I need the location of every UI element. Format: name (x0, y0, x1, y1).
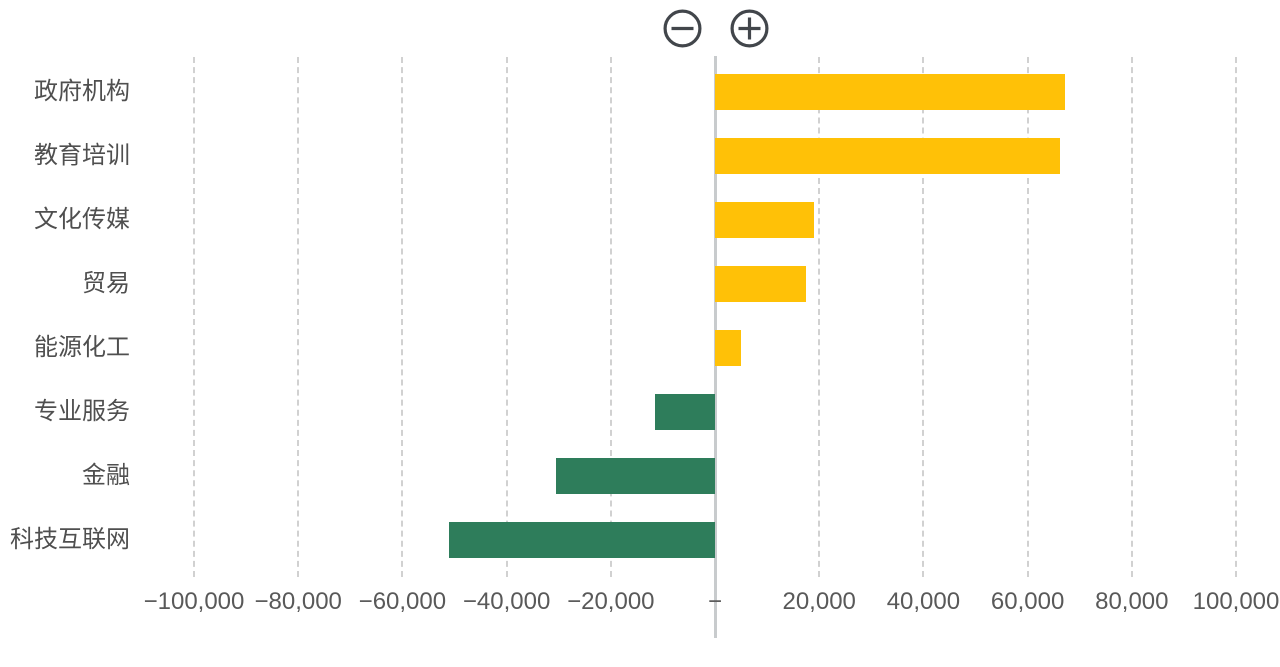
x-tick-label: 60,000 (990, 588, 1065, 615)
zoom-controls (663, 9, 769, 48)
grid-line (401, 57, 404, 577)
bar-1[interactable] (715, 74, 1066, 110)
bar-3[interactable] (715, 202, 814, 238)
bar-6[interactable] (655, 394, 715, 430)
bar-4[interactable] (715, 266, 806, 302)
grid-line (922, 57, 925, 577)
bar-2[interactable] (715, 138, 1061, 174)
x-tick-label: −60,000 (358, 588, 447, 615)
category-label: 科技互联网 (10, 526, 130, 553)
zoom-in-button[interactable] (730, 9, 769, 48)
x-tick-label: 20,000 (782, 588, 856, 615)
bar-5[interactable] (715, 330, 742, 366)
x-tick-label: 100,000 (1192, 588, 1280, 615)
grid-line (1026, 57, 1029, 577)
grid-line (1235, 57, 1237, 577)
grid-line (1130, 57, 1133, 577)
grid-line (609, 57, 612, 577)
category-label: 贸易 (82, 270, 130, 297)
zoom-out-button[interactable] (663, 9, 702, 48)
x-tick-label: 80,000 (1095, 588, 1169, 615)
x-tick-label: − (707, 588, 723, 615)
category-label: 文化传媒 (34, 206, 130, 233)
x-tick-label: −80,000 (254, 588, 342, 615)
x-tick-label: −40,000 (462, 588, 551, 615)
category-label: 教育培训 (34, 142, 130, 169)
bar-7[interactable] (556, 458, 715, 494)
minus-circle-icon (663, 9, 702, 48)
plus-circle-icon (730, 9, 769, 48)
category-label: 金融 (82, 462, 130, 489)
category-label: 能源化工 (34, 334, 130, 361)
grid-line (505, 57, 508, 577)
grid-line (297, 57, 300, 577)
category-label: 政府机构 (34, 78, 130, 105)
x-tick-label: −20,000 (567, 588, 655, 615)
category-label: 专业服务 (34, 398, 130, 425)
grid-line (193, 57, 195, 577)
bar-8[interactable] (449, 522, 715, 558)
x-tick-label: −100,000 (143, 588, 245, 615)
grid-line (818, 57, 821, 577)
x-tick-label: 40,000 (886, 588, 961, 615)
